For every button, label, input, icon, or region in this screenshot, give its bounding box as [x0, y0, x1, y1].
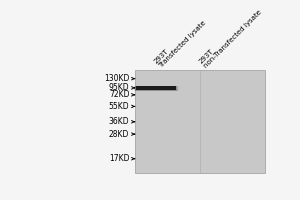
Text: 17KD: 17KD	[109, 154, 129, 163]
Bar	[134, 86, 178, 91]
Text: 36KD: 36KD	[109, 117, 129, 126]
Text: 28KD: 28KD	[109, 130, 129, 139]
Text: 55KD: 55KD	[109, 102, 129, 111]
Text: 293T
non-Transfected lysate: 293T non-Transfected lysate	[198, 4, 263, 69]
Text: 95KD: 95KD	[109, 83, 129, 92]
Text: 72KD: 72KD	[109, 90, 129, 99]
Bar	[136, 86, 176, 90]
Bar	[135, 70, 266, 173]
Text: 293T
Transfected lysate: 293T Transfected lysate	[153, 15, 207, 69]
Bar	[135, 86, 177, 91]
Bar	[134, 86, 178, 91]
Text: 130KD: 130KD	[104, 74, 129, 83]
